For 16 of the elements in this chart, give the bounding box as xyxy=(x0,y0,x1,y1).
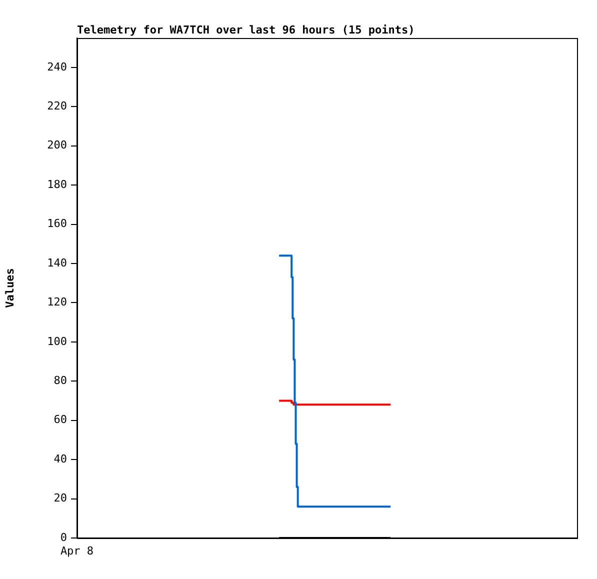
y-axis-title: Values xyxy=(3,268,16,308)
y-tick-label: 160 xyxy=(47,217,67,230)
y-tick-label: 0 xyxy=(60,530,67,544)
y-tick-label: 180 xyxy=(47,178,67,191)
y-tick-label: 20 xyxy=(54,492,67,505)
y-tick-label: 40 xyxy=(54,452,67,466)
y-tick-label: 100 xyxy=(47,334,67,348)
y-tick-label: 220 xyxy=(47,99,67,112)
chart-title: Telemetry for WA7TCH over last 96 hours (15 points) xyxy=(77,23,415,36)
y-tick-label: 240 xyxy=(47,60,67,74)
y-tick-label: 80 xyxy=(54,374,67,387)
text: Apr 8 xyxy=(60,544,94,558)
y-tick-label: 120 xyxy=(47,296,67,309)
y-tick-label: 140 xyxy=(47,256,67,270)
y-tick-label: 60 xyxy=(54,413,67,426)
y-tick-label: 200 xyxy=(47,138,67,152)
